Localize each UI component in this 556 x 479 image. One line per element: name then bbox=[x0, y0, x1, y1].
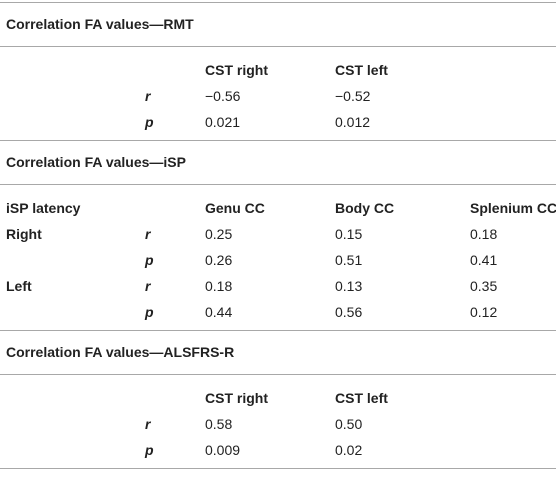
value: 0.009 bbox=[205, 442, 241, 458]
column-header: CST right bbox=[205, 62, 268, 78]
value: −0.52 bbox=[335, 88, 371, 104]
column-header: CST right bbox=[205, 390, 268, 406]
column-header: CST left bbox=[335, 62, 388, 78]
value: 0.25 bbox=[205, 226, 233, 242]
value: 0.41 bbox=[470, 252, 498, 268]
rule bbox=[0, 468, 556, 469]
rule bbox=[0, 2, 556, 3]
value: 0.56 bbox=[335, 304, 363, 320]
row-group: Right bbox=[6, 226, 42, 242]
column-header: Body CC bbox=[335, 200, 395, 216]
rule bbox=[0, 330, 556, 331]
stat-label: r bbox=[145, 88, 151, 104]
stat-label: r bbox=[145, 416, 151, 432]
value: 0.50 bbox=[335, 416, 363, 432]
stat-label: p bbox=[145, 442, 154, 458]
value: 0.15 bbox=[335, 226, 363, 242]
stat-label: p bbox=[145, 304, 154, 320]
value: 0.13 bbox=[335, 278, 363, 294]
value: 0.35 bbox=[470, 278, 498, 294]
value: 0.02 bbox=[335, 442, 363, 458]
stat-label: p bbox=[145, 114, 154, 130]
stat-label: r bbox=[145, 226, 151, 242]
value: 0.18 bbox=[470, 226, 498, 242]
section-title: Correlation FA values—RMT bbox=[6, 16, 194, 32]
rule bbox=[0, 184, 556, 185]
value: 0.26 bbox=[205, 252, 233, 268]
column-header: Splenium CC bbox=[470, 200, 556, 216]
value: 0.44 bbox=[205, 304, 233, 320]
rule bbox=[0, 140, 556, 141]
value: 0.12 bbox=[470, 304, 498, 320]
column-header: Genu CC bbox=[205, 200, 265, 216]
value: 0.18 bbox=[205, 278, 233, 294]
value: 0.021 bbox=[205, 114, 241, 130]
rule bbox=[0, 374, 556, 375]
stat-label: r bbox=[145, 278, 151, 294]
rule bbox=[0, 46, 556, 47]
column-header: CST left bbox=[335, 390, 388, 406]
value: 0.012 bbox=[335, 114, 371, 130]
section-title: Correlation FA values—iSP bbox=[6, 154, 186, 170]
value: 0.51 bbox=[335, 252, 363, 268]
value: 0.58 bbox=[205, 416, 233, 432]
stat-label: p bbox=[145, 252, 154, 268]
value: −0.56 bbox=[205, 88, 241, 104]
header-label: iSP latency bbox=[6, 200, 81, 216]
row-group: Left bbox=[6, 278, 32, 294]
section-title: Correlation FA values—ALSFRS-R bbox=[6, 344, 235, 360]
